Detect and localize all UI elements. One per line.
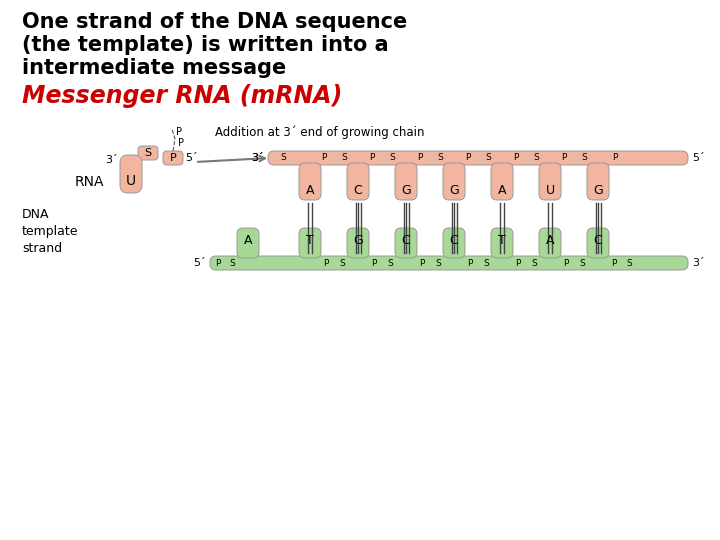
FancyBboxPatch shape	[443, 163, 465, 200]
Text: 5´: 5´	[185, 153, 197, 163]
Text: C: C	[354, 184, 362, 197]
Text: 5´: 5´	[194, 258, 206, 268]
Text: G: G	[353, 234, 363, 247]
FancyBboxPatch shape	[395, 228, 417, 258]
FancyBboxPatch shape	[299, 228, 321, 258]
FancyBboxPatch shape	[587, 228, 609, 258]
Text: (the template) is written into a: (the template) is written into a	[22, 35, 389, 55]
Text: P: P	[516, 259, 521, 267]
Text: A: A	[498, 184, 506, 197]
FancyBboxPatch shape	[539, 163, 561, 200]
Text: S: S	[229, 259, 235, 267]
FancyBboxPatch shape	[237, 228, 259, 258]
Text: 3´: 3´	[251, 153, 264, 163]
Text: P: P	[563, 259, 569, 267]
Text: A: A	[546, 234, 554, 247]
FancyBboxPatch shape	[347, 228, 369, 258]
Text: Addition at 3´ end of growing chain: Addition at 3´ end of growing chain	[215, 125, 425, 139]
FancyBboxPatch shape	[163, 151, 183, 165]
Text: P: P	[612, 153, 618, 163]
FancyBboxPatch shape	[443, 228, 465, 258]
FancyBboxPatch shape	[299, 163, 321, 200]
Text: S: S	[579, 259, 585, 267]
FancyBboxPatch shape	[138, 146, 158, 160]
Text: P: P	[611, 259, 617, 267]
Text: P: P	[418, 153, 423, 163]
FancyBboxPatch shape	[268, 151, 688, 165]
Text: S: S	[435, 259, 441, 267]
Text: G: G	[401, 184, 411, 197]
Text: 3´: 3´	[251, 153, 264, 163]
Text: 3´: 3´	[105, 155, 118, 165]
Text: P: P	[178, 138, 184, 148]
Text: P: P	[419, 259, 425, 267]
Text: T: T	[306, 234, 314, 247]
Text: S: S	[531, 259, 537, 267]
Text: S: S	[485, 153, 491, 163]
Text: S: S	[387, 259, 393, 267]
Text: S: S	[389, 153, 395, 163]
Text: S: S	[145, 148, 152, 158]
Text: S: S	[341, 153, 347, 163]
Text: P: P	[215, 259, 221, 267]
Text: DNA
template
strand: DNA template strand	[22, 207, 78, 254]
Text: Messenger RNA (mRNA): Messenger RNA (mRNA)	[22, 84, 342, 108]
FancyBboxPatch shape	[587, 163, 609, 200]
FancyBboxPatch shape	[210, 256, 688, 270]
Text: P: P	[372, 259, 377, 267]
Text: A: A	[306, 184, 314, 197]
Text: P: P	[467, 259, 473, 267]
Text: P: P	[465, 153, 471, 163]
Text: S: S	[581, 153, 587, 163]
Text: U: U	[546, 184, 554, 197]
Text: P: P	[513, 153, 518, 163]
Text: S: S	[483, 259, 489, 267]
Text: One strand of the DNA sequence: One strand of the DNA sequence	[22, 12, 408, 32]
Text: P: P	[321, 153, 327, 163]
Text: S: S	[339, 259, 345, 267]
Text: P: P	[176, 127, 182, 137]
Text: S: S	[280, 153, 286, 163]
Text: 3´: 3´	[692, 258, 705, 268]
Text: S: S	[533, 153, 539, 163]
FancyBboxPatch shape	[491, 228, 513, 258]
Text: intermediate message: intermediate message	[22, 58, 287, 78]
Text: C: C	[402, 234, 410, 247]
Text: G: G	[593, 184, 603, 197]
FancyBboxPatch shape	[395, 163, 417, 200]
Text: T: T	[498, 234, 506, 247]
Text: 5´: 5´	[692, 153, 705, 163]
Text: S: S	[626, 259, 632, 267]
Text: P: P	[323, 259, 329, 267]
Text: P: P	[369, 153, 374, 163]
Text: P: P	[170, 153, 176, 163]
FancyBboxPatch shape	[347, 163, 369, 200]
Text: C: C	[593, 234, 603, 247]
Text: U: U	[126, 174, 136, 188]
Text: A: A	[244, 234, 252, 247]
FancyBboxPatch shape	[539, 228, 561, 258]
Text: RNA: RNA	[75, 175, 104, 189]
FancyBboxPatch shape	[120, 155, 142, 193]
Text: P: P	[562, 153, 567, 163]
Text: C: C	[449, 234, 459, 247]
FancyBboxPatch shape	[491, 163, 513, 200]
Text: G: G	[449, 184, 459, 197]
Text: S: S	[437, 153, 443, 163]
